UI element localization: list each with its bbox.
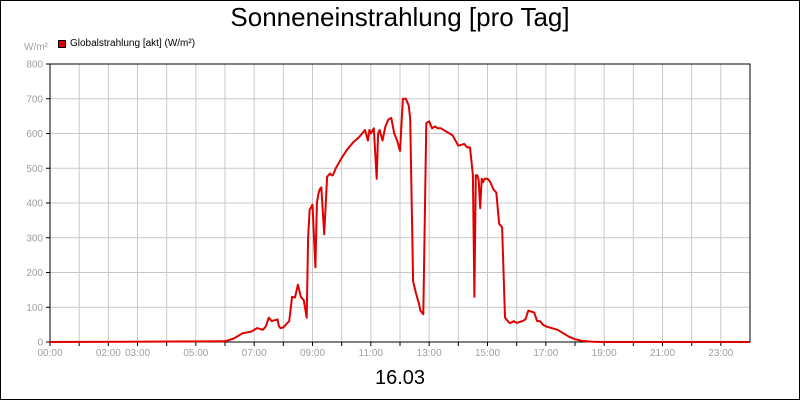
date-label: 16.03 xyxy=(374,367,426,389)
x-tick-label: 21:00 xyxy=(650,348,675,359)
y-tick-label: 700 xyxy=(26,94,43,105)
x-tick-label: 03:00 xyxy=(125,348,150,359)
chart-legend: Globalstrahlung [akt] (W/m²) xyxy=(58,38,195,49)
legend-entry-label: Globalstrahlung [akt] (W/m²) xyxy=(70,38,196,49)
y-tick-label: 100 xyxy=(26,303,43,314)
x-tick-label: 07:00 xyxy=(242,348,267,359)
x-tick-label: 05:00 xyxy=(183,348,208,359)
x-tick-label: 11:00 xyxy=(359,348,384,359)
y-tick-label: 200 xyxy=(26,268,43,279)
x-tick-label: 23:00 xyxy=(708,348,733,359)
chart-title: Sonneneinstrahlung [pro Tag] xyxy=(230,2,570,32)
y-tick-label: 600 xyxy=(26,129,43,140)
x-tick-label: 00:00 xyxy=(37,348,62,359)
x-tick-label: 13:00 xyxy=(417,348,442,359)
y-tick-label: 300 xyxy=(26,233,43,244)
y-axis-unit-label: W/m² xyxy=(24,42,48,53)
y-tick-label: 400 xyxy=(26,199,43,210)
x-tick-label: 19:00 xyxy=(592,348,617,359)
y-tick-label: 800 xyxy=(26,60,43,71)
x-tick-label: 02:00 xyxy=(96,348,121,359)
x-tick-label: 17:00 xyxy=(533,348,558,359)
plot-border xyxy=(49,63,751,343)
legend-swatch xyxy=(58,39,66,48)
y-tick-label: 500 xyxy=(26,164,43,175)
x-tick-label: 15:00 xyxy=(475,348,500,359)
x-tick-label: 09:00 xyxy=(300,348,325,359)
series-line-globalstrahlung xyxy=(49,97,750,343)
y-tick-label: 0 xyxy=(37,338,43,349)
